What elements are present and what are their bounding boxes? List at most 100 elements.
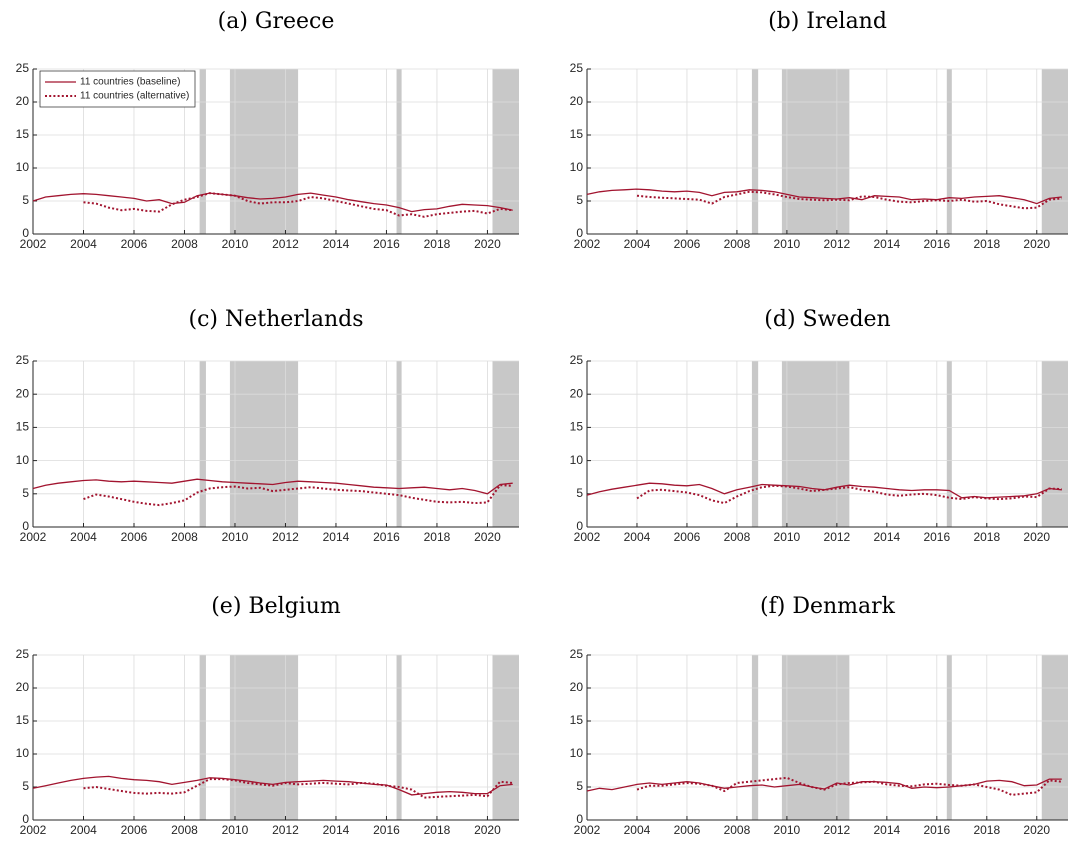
- shaded-region: [229, 655, 299, 820]
- y-tick-label: 5: [22, 193, 29, 207]
- x-tick-label: 2006: [674, 823, 701, 837]
- y-tick-label: 20: [570, 94, 584, 108]
- x-tick-label: 2008: [724, 237, 751, 251]
- x-tick-label: 2018: [424, 237, 451, 251]
- series-line: [586, 188, 1062, 205]
- legend-box: [39, 70, 196, 108]
- x-tick-label: 2016: [373, 237, 400, 251]
- x-tick-label: 2016: [923, 823, 950, 837]
- shaded-region: [781, 69, 850, 234]
- x-tick-label: 2010: [222, 237, 249, 251]
- y-tick-label: 0: [22, 226, 29, 240]
- legend-label: 11 countries (alternative): [80, 91, 189, 102]
- y-tick-label: 20: [570, 386, 584, 400]
- x-tick-label: 2018: [973, 530, 1000, 544]
- panel-title: (b) Ireland: [768, 9, 887, 34]
- x-tick-label: 2006: [121, 530, 148, 544]
- x-tick-label: 2008: [724, 823, 751, 837]
- x-tick-label: 2004: [624, 530, 651, 544]
- legend-label: 11 countries (baseline): [80, 77, 180, 88]
- y-tick-label: 0: [576, 519, 583, 533]
- shaded-region: [229, 69, 299, 234]
- shaded-region: [781, 655, 850, 820]
- shaded-region: [1041, 361, 1068, 527]
- x-tick-label: 2008: [724, 530, 751, 544]
- panel-title: (f) Denmark: [760, 594, 896, 619]
- x-tick-label: 2002: [574, 530, 601, 544]
- y-tick-label: 0: [22, 812, 29, 826]
- x-tick-label: 2006: [674, 530, 701, 544]
- x-tick-label: 2012: [272, 237, 299, 251]
- y-tick-label: 0: [576, 226, 583, 240]
- x-tick-label: 2006: [121, 237, 148, 251]
- y-tick-label: 10: [570, 453, 584, 467]
- x-tick-label: 2006: [674, 237, 701, 251]
- panel-title: (c) Netherlands: [189, 307, 364, 332]
- shaded-region: [396, 69, 402, 234]
- x-tick-label: 2016: [923, 237, 950, 251]
- series-line: [636, 484, 1062, 505]
- shaded-region: [946, 655, 952, 820]
- y-tick-label: 5: [22, 486, 29, 500]
- y-tick-label: 25: [570, 61, 584, 75]
- y-tick-label: 10: [16, 160, 30, 174]
- x-tick-label: 2010: [222, 823, 249, 837]
- series-line: [83, 192, 513, 218]
- series-line: [32, 775, 513, 796]
- panel-title: (d) Sweden: [764, 307, 890, 332]
- y-tick-label: 5: [576, 193, 583, 207]
- shaded-region: [492, 361, 519, 527]
- x-tick-label: 2018: [973, 823, 1000, 837]
- y-tick-label: 15: [570, 127, 584, 141]
- x-tick-label: 2020: [1023, 530, 1050, 544]
- x-tick-label: 2020: [474, 530, 501, 544]
- panel-title: (a) Greece: [218, 9, 335, 34]
- series-line: [586, 482, 1062, 499]
- shaded-region: [396, 655, 402, 820]
- shaded-region: [229, 361, 299, 527]
- x-tick-label: 2014: [323, 530, 350, 544]
- x-tick-label: 2016: [923, 530, 950, 544]
- shaded-region: [492, 655, 519, 820]
- y-tick-label: 25: [570, 353, 584, 367]
- y-tick-label: 15: [570, 713, 584, 727]
- x-tick-label: 2012: [824, 237, 851, 251]
- shaded-region: [199, 361, 206, 527]
- x-tick-label: 2012: [824, 823, 851, 837]
- x-tick-label: 2008: [171, 823, 198, 837]
- y-tick-label: 25: [16, 647, 30, 661]
- shaded-region: [781, 361, 850, 527]
- x-tick-label: 2018: [424, 530, 451, 544]
- y-tick-label: 25: [570, 647, 584, 661]
- panel-title: (e) Belgium: [211, 594, 341, 619]
- y-tick-label: 25: [16, 353, 30, 367]
- y-tick-label: 10: [570, 746, 584, 760]
- y-tick-label: 20: [16, 94, 30, 108]
- y-tick-label: 20: [16, 386, 30, 400]
- x-tick-label: 2010: [222, 530, 249, 544]
- series-line: [32, 192, 513, 213]
- shaded-region: [1041, 69, 1068, 234]
- x-tick-label: 2016: [373, 530, 400, 544]
- x-tick-label: 2014: [873, 530, 900, 544]
- x-tick-label: 2004: [624, 237, 651, 251]
- series-line: [636, 776, 1062, 796]
- x-tick-label: 2008: [171, 530, 198, 544]
- shaded-region: [751, 69, 759, 234]
- x-tick-label: 2002: [574, 237, 601, 251]
- shaded-region: [946, 69, 952, 234]
- x-tick-label: 2004: [70, 823, 97, 837]
- x-tick-label: 2004: [70, 237, 97, 251]
- x-tick-label: 2010: [774, 237, 801, 251]
- x-tick-label: 2018: [424, 823, 451, 837]
- x-tick-label: 2010: [774, 823, 801, 837]
- x-tick-label: 2006: [121, 823, 148, 837]
- x-tick-label: 2002: [574, 823, 601, 837]
- y-tick-label: 5: [22, 779, 29, 793]
- x-tick-label: 2002: [20, 237, 47, 251]
- y-tick-label: 20: [16, 680, 30, 694]
- y-tick-label: 10: [16, 746, 30, 760]
- x-tick-label: 2014: [873, 237, 900, 251]
- y-tick-label: 15: [16, 713, 30, 727]
- y-tick-label: 0: [576, 812, 583, 826]
